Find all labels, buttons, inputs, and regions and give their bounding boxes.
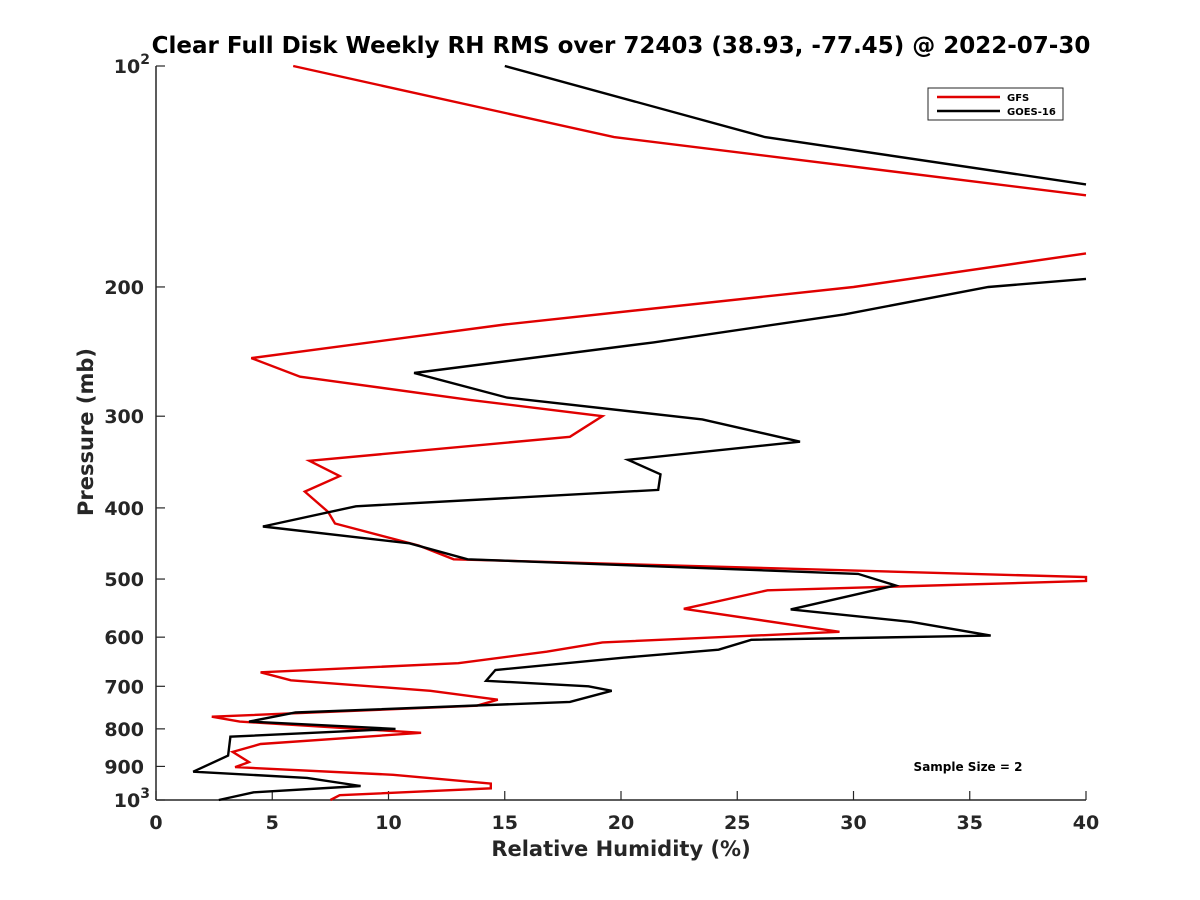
y-tick-label: 900 xyxy=(104,756,144,778)
series-line-gfs xyxy=(211,64,1088,802)
x-tick-label: 20 xyxy=(608,812,634,834)
series-layer xyxy=(192,64,1088,802)
y-tick-label: 500 xyxy=(104,569,144,591)
y-tick-label: 300 xyxy=(104,406,144,428)
y-axis-label: Pressure (mb) xyxy=(74,348,98,516)
x-tick-label: 40 xyxy=(1073,812,1099,834)
x-tick-label: 25 xyxy=(724,812,750,834)
legend-label-gfs: GFS xyxy=(1007,93,1029,104)
y-tick-label: 102 xyxy=(114,52,150,78)
sample-size-annotation: Sample Size = 2 xyxy=(914,760,1023,774)
y-axis: 102 200 300 400 500 600 700 800 900 103 xyxy=(104,52,165,812)
chart-title: Clear Full Disk Weekly RH RMS over 72403… xyxy=(152,33,1091,59)
y-tick-label: 103 xyxy=(114,786,150,812)
y-tick-label: 200 xyxy=(104,277,144,299)
legend-box xyxy=(927,87,1064,121)
x-tick-label: 35 xyxy=(957,812,983,834)
y-tick-label: 700 xyxy=(104,676,144,698)
y-tick-label: 800 xyxy=(104,719,144,741)
x-tick-label: 15 xyxy=(492,812,518,834)
x-tick-label: 10 xyxy=(375,812,401,834)
series-line-goes-16 xyxy=(192,64,1087,802)
y-tick-label: 400 xyxy=(104,498,144,520)
legend: GFS GOES-16 xyxy=(927,87,1064,121)
x-axis: 0 5 10 15 20 25 30 35 40 xyxy=(149,791,1099,834)
x-tick-label: 5 xyxy=(266,812,279,834)
legend-label-goes-16: GOES-16 xyxy=(1007,107,1056,118)
x-tick-label: 30 xyxy=(840,812,866,834)
plot-area xyxy=(155,66,1086,801)
y-tick-label: 600 xyxy=(104,627,144,649)
plot-background xyxy=(156,66,1086,800)
x-tick-label: 0 xyxy=(149,812,162,834)
x-axis-label: Relative Humidity (%) xyxy=(491,837,750,861)
